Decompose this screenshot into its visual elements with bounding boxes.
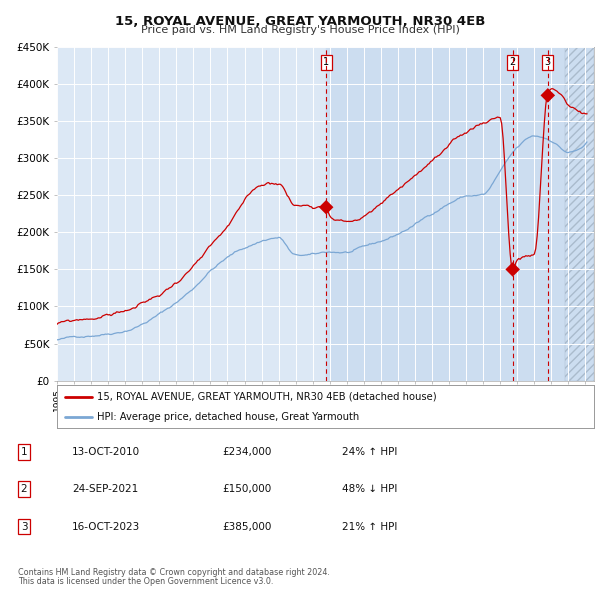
Text: HPI: Average price, detached house, Great Yarmouth: HPI: Average price, detached house, Grea… xyxy=(97,412,359,422)
Text: This data is licensed under the Open Government Licence v3.0.: This data is licensed under the Open Gov… xyxy=(18,577,274,586)
Text: £385,000: £385,000 xyxy=(222,522,271,532)
Point xyxy=(322,202,331,212)
Text: 13-OCT-2010: 13-OCT-2010 xyxy=(72,447,140,457)
Bar xyxy=(326,47,565,381)
Text: 24-SEP-2021: 24-SEP-2021 xyxy=(72,484,138,494)
Text: Contains HM Land Registry data © Crown copyright and database right 2024.: Contains HM Land Registry data © Crown c… xyxy=(18,568,330,577)
Text: 1: 1 xyxy=(20,447,28,457)
Bar xyxy=(565,47,594,381)
Text: 3: 3 xyxy=(20,522,28,532)
Text: £150,000: £150,000 xyxy=(222,484,271,494)
Point xyxy=(508,265,517,274)
Text: Price paid vs. HM Land Registry's House Price Index (HPI): Price paid vs. HM Land Registry's House … xyxy=(140,25,460,35)
Text: 1: 1 xyxy=(323,57,329,67)
Text: 21% ↑ HPI: 21% ↑ HPI xyxy=(342,522,397,532)
Text: 3: 3 xyxy=(545,57,551,67)
Text: 15, ROYAL AVENUE, GREAT YARMOUTH, NR30 4EB (detached house): 15, ROYAL AVENUE, GREAT YARMOUTH, NR30 4… xyxy=(97,392,437,402)
Text: £234,000: £234,000 xyxy=(222,447,271,457)
Text: 24% ↑ HPI: 24% ↑ HPI xyxy=(342,447,397,457)
Text: 15, ROYAL AVENUE, GREAT YARMOUTH, NR30 4EB: 15, ROYAL AVENUE, GREAT YARMOUTH, NR30 4… xyxy=(115,15,485,28)
Text: 2: 2 xyxy=(20,484,28,494)
Text: 2: 2 xyxy=(509,57,516,67)
Text: 16-OCT-2023: 16-OCT-2023 xyxy=(72,522,140,532)
Bar xyxy=(565,47,594,381)
Point xyxy=(543,91,553,100)
Text: 48% ↓ HPI: 48% ↓ HPI xyxy=(342,484,397,494)
